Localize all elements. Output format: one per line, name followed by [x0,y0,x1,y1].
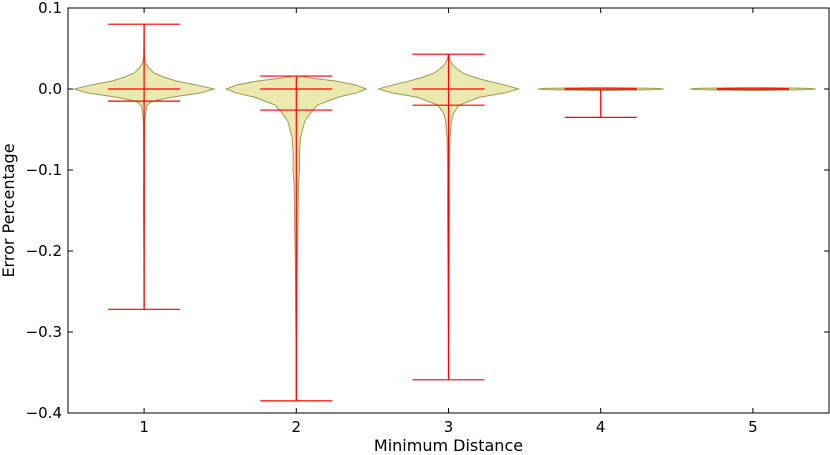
x-tick-label: 4 [596,418,606,436]
x-tick-label: 5 [748,418,758,436]
violins-layer [72,23,816,402]
y-tick-label: −0.1 [26,161,62,179]
y-tick-label: 0.0 [38,80,62,98]
x-axis-label: Minimum Distance [374,436,523,455]
y-tick-label: −0.4 [26,404,62,422]
y-tick-label: −0.3 [26,323,62,341]
y-axis-label: Error Percentage [0,143,18,277]
x-tick-label: 3 [444,418,454,436]
ticks-layer: 0.1 0.0 −0.1 −0.2 −0.3 −0.4 1 2 3 4 5 [26,0,829,436]
y-tick-label: 0.1 [38,0,62,17]
x-tick-label: 2 [292,418,302,436]
stats-layer [108,23,789,402]
x-tick-label: 1 [139,418,149,436]
y-tick-label: −0.2 [26,242,62,260]
